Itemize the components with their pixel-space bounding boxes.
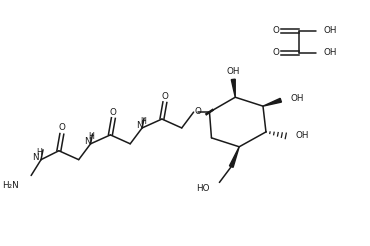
Text: OH: OH <box>291 94 304 103</box>
Text: H: H <box>89 132 94 141</box>
Text: H: H <box>140 117 146 125</box>
Text: O: O <box>110 108 117 117</box>
Text: O: O <box>272 26 279 35</box>
Text: O: O <box>194 107 201 116</box>
Text: N: N <box>84 137 91 146</box>
Text: N: N <box>136 122 142 130</box>
Text: HO: HO <box>196 184 209 193</box>
Text: H₂N: H₂N <box>3 181 19 190</box>
Text: OH: OH <box>323 26 337 35</box>
Polygon shape <box>231 79 235 97</box>
Polygon shape <box>263 98 282 106</box>
Polygon shape <box>229 147 239 167</box>
Text: O: O <box>161 92 168 101</box>
Text: OH: OH <box>296 131 309 140</box>
Text: N: N <box>32 153 38 162</box>
Text: O: O <box>272 48 279 57</box>
Text: OH: OH <box>323 48 337 57</box>
Text: O: O <box>58 123 65 132</box>
Text: H: H <box>36 148 42 157</box>
Text: OH: OH <box>226 67 240 76</box>
